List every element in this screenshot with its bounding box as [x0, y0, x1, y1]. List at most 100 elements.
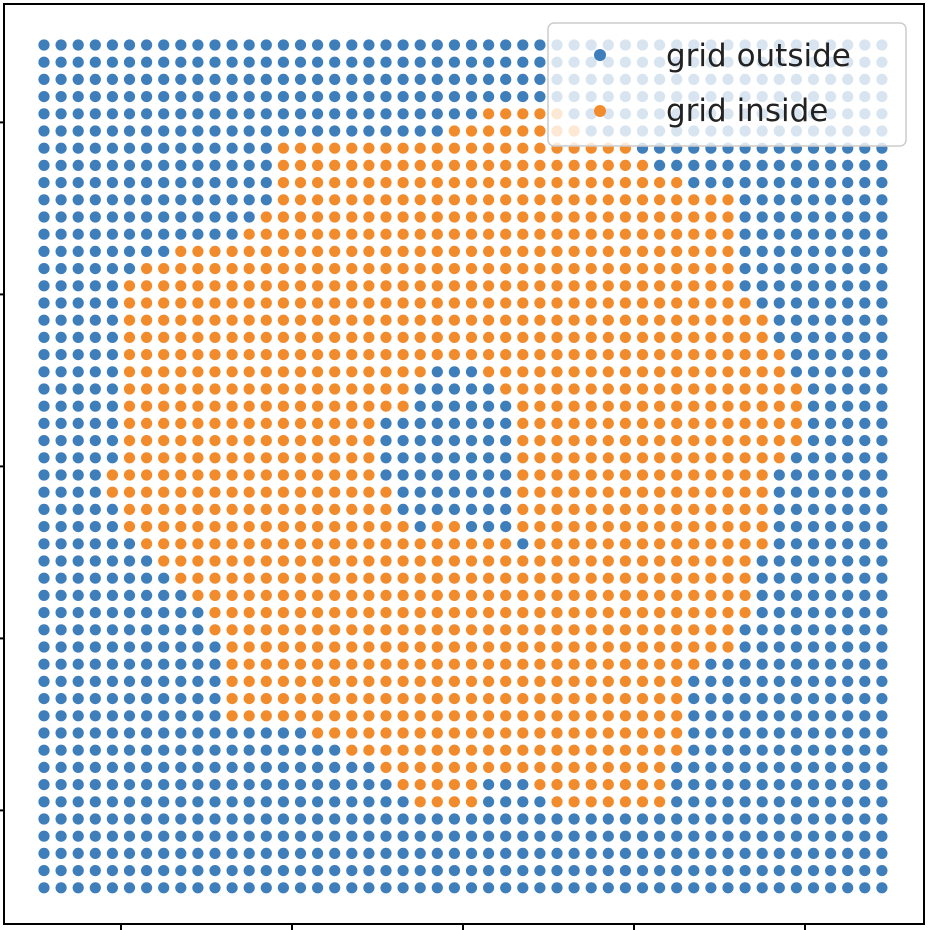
point-inside [448, 194, 460, 206]
point-outside [72, 194, 84, 206]
point-inside [534, 658, 546, 670]
point-inside [517, 521, 529, 533]
point-inside [671, 314, 683, 326]
point-outside [859, 366, 871, 378]
point-inside [380, 383, 392, 395]
point-outside [773, 779, 785, 791]
point-inside [380, 211, 392, 223]
point-inside [141, 366, 153, 378]
point-outside [876, 177, 888, 189]
point-outside [294, 108, 307, 120]
point-outside [89, 383, 101, 395]
point-outside [688, 882, 700, 894]
point-outside [277, 125, 289, 137]
point-outside [773, 710, 785, 722]
point-inside [277, 486, 289, 498]
point-inside [705, 452, 717, 464]
point-outside [329, 796, 341, 808]
point-outside [72, 435, 84, 447]
point-inside [568, 349, 580, 361]
point-outside [790, 503, 803, 515]
point-inside [226, 331, 238, 343]
point-inside [483, 314, 495, 326]
point-inside [380, 280, 392, 292]
point-outside [141, 761, 153, 774]
point-inside [500, 607, 512, 619]
point-outside [756, 641, 768, 653]
point-outside [89, 331, 101, 343]
point-outside [209, 56, 221, 68]
point-inside [312, 624, 324, 636]
point-outside [175, 796, 187, 808]
point-inside [363, 624, 375, 636]
point-inside [380, 400, 392, 412]
point-inside [500, 727, 512, 739]
point-inside [500, 675, 512, 688]
point-inside [243, 486, 255, 498]
point-outside [158, 589, 170, 602]
point-inside [568, 400, 580, 412]
point-inside [329, 641, 341, 653]
point-inside [380, 486, 392, 498]
point-outside [141, 177, 153, 189]
point-inside [671, 727, 683, 739]
point-inside [585, 796, 597, 808]
point-outside [329, 761, 341, 774]
point-outside [602, 847, 614, 860]
point-outside [790, 331, 803, 343]
point-inside [380, 693, 392, 705]
point-outside [448, 452, 460, 464]
point-inside [705, 417, 717, 429]
point-inside [363, 297, 375, 309]
point-inside [363, 744, 375, 756]
point-outside [141, 589, 153, 602]
point-inside [175, 486, 187, 498]
point-outside [825, 555, 837, 567]
point-inside [636, 503, 649, 515]
point-outside [123, 194, 136, 206]
point-inside [534, 194, 546, 206]
point-inside [602, 417, 614, 429]
point-outside [688, 744, 700, 756]
point-inside [226, 538, 238, 550]
point-inside [585, 297, 597, 309]
point-outside [192, 796, 204, 808]
point-outside [568, 865, 580, 877]
point-inside [260, 228, 272, 240]
point-inside [294, 572, 307, 584]
point-inside [380, 228, 392, 240]
point-inside [192, 572, 204, 584]
point-outside [329, 108, 341, 120]
point-outside [89, 125, 101, 137]
point-inside [705, 589, 717, 602]
point-outside [790, 779, 803, 791]
point-outside [636, 813, 649, 825]
point-outside [55, 710, 67, 722]
point-inside [585, 331, 597, 343]
point-inside [619, 331, 632, 343]
point-outside [483, 39, 495, 51]
point-inside [551, 383, 563, 395]
point-inside [465, 228, 478, 240]
point-inside [312, 641, 324, 653]
point-inside [294, 383, 307, 395]
point-outside [312, 744, 324, 756]
point-inside [260, 400, 272, 412]
point-inside [568, 796, 580, 808]
point-inside [705, 503, 717, 515]
point-inside [739, 366, 751, 378]
point-inside [654, 796, 666, 808]
point-inside [294, 331, 307, 343]
point-inside [277, 383, 289, 395]
point-outside [89, 675, 101, 688]
point-outside [790, 263, 803, 275]
point-inside [192, 503, 204, 515]
point-inside [397, 761, 409, 774]
point-inside [192, 538, 204, 550]
point-inside [551, 624, 563, 636]
point-inside [465, 280, 478, 292]
point-inside [414, 297, 426, 309]
point-inside [260, 624, 272, 636]
point-inside [671, 624, 683, 636]
point-inside [465, 641, 478, 653]
